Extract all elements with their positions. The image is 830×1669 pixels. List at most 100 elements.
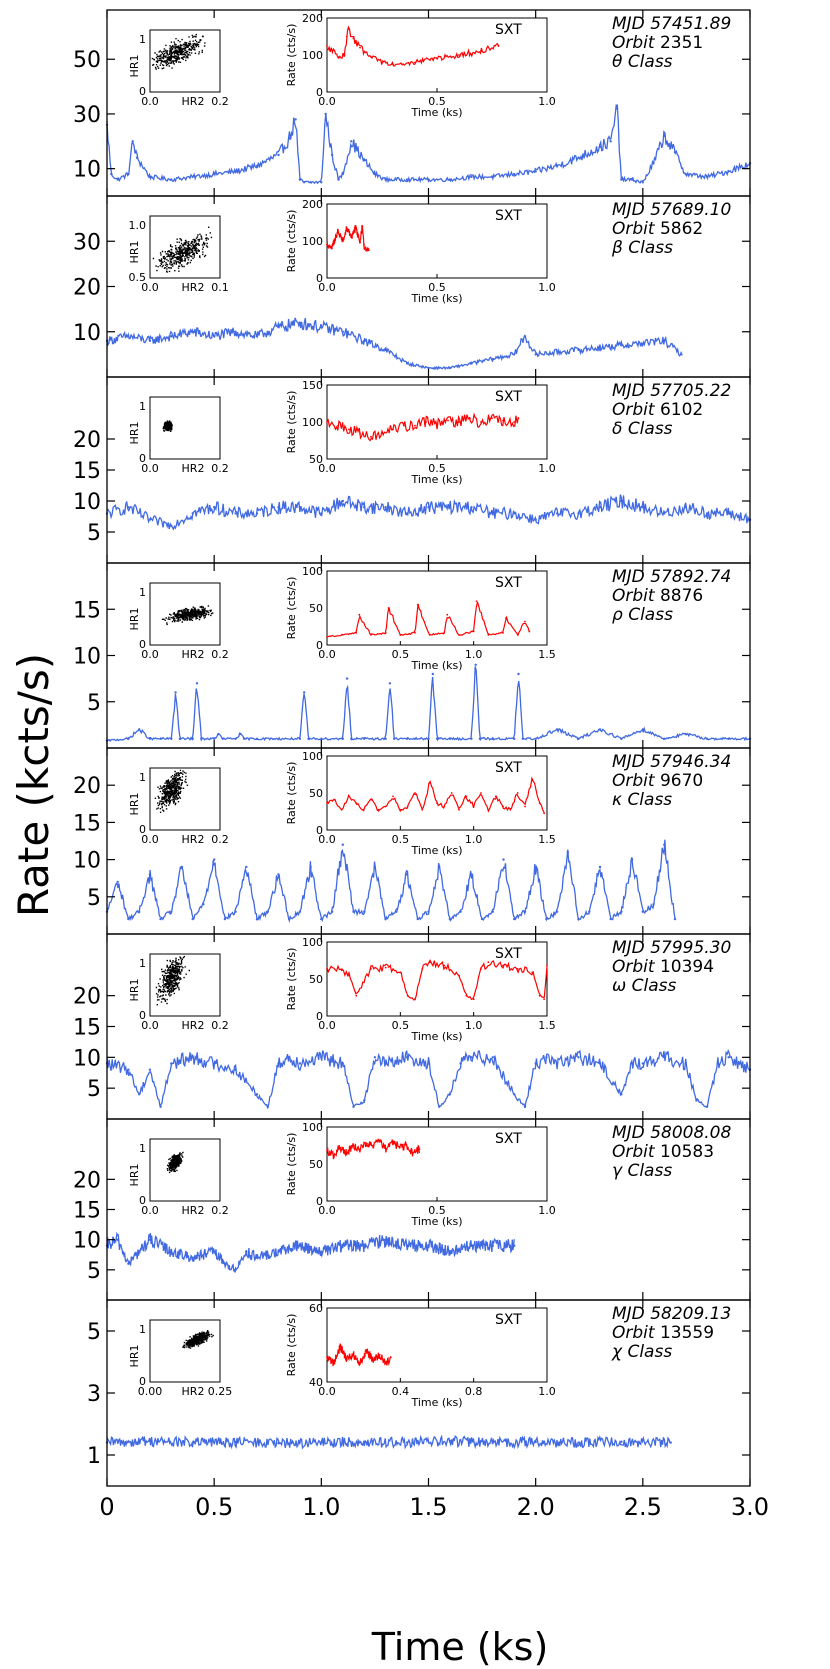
sxt-x-tick-label: 0.5 (392, 833, 410, 846)
lightcurve-point (363, 506, 366, 509)
hr-x-tick-label: 0.0 (141, 95, 159, 108)
lightcurve-point (384, 917, 387, 921)
hr-x-label: HR2 (182, 833, 205, 846)
class-symbol: γ (612, 1161, 627, 1181)
sxt-point (458, 808, 460, 811)
lightcurve-point (363, 339, 366, 342)
orbit-value: 6102 (660, 400, 703, 420)
sxt-point (414, 998, 416, 1001)
y-tick-label: 15 (73, 1016, 101, 1041)
sxt-point (531, 971, 534, 974)
x-tick-label: 2.5 (624, 1493, 662, 1521)
hr-frame (149, 1138, 221, 1202)
sxt-point (348, 428, 350, 431)
sxt-point (389, 1356, 392, 1359)
lightcurve-point (663, 512, 666, 515)
class-annotation: κ Class (612, 790, 672, 810)
orbit-annotation: Orbit 6102 (612, 400, 703, 420)
sxt-point (385, 1362, 388, 1365)
sxt-y-tick-label: 0 (316, 639, 323, 652)
sxt-x-tick-label: 0.0 (318, 1385, 336, 1398)
sxt-point (359, 432, 361, 434)
hr-y-tick-label: 1 (139, 33, 146, 46)
hr-scatter (152, 226, 213, 273)
sxt-point (538, 994, 541, 997)
lightcurve-point (523, 335, 527, 338)
hr-y-tick-label: 1 (139, 771, 146, 784)
lightcurve-point (213, 1062, 216, 1065)
lightcurve-point (388, 682, 392, 685)
sxt-point (334, 236, 337, 239)
class-annotation: θ Class (612, 52, 673, 72)
lightcurve-point (127, 335, 130, 338)
hr-y-label: HR1 (128, 608, 141, 631)
lightcurve-point (513, 1093, 516, 1096)
sxt-point (392, 1142, 394, 1145)
lightcurve-point (620, 1093, 623, 1096)
hr-x-tick-label: 0.2 (211, 833, 229, 846)
orbit-label: Orbit (612, 771, 660, 791)
sxt-point (352, 1354, 355, 1356)
lightcurve-point (298, 321, 302, 324)
hr-y-tick-label: 1 (139, 1323, 146, 1336)
class-annotation: δ Class (612, 419, 673, 439)
x-tick-label: 1.0 (302, 1493, 340, 1521)
sxt-point (480, 50, 482, 53)
lightcurve-point (116, 1238, 119, 1241)
lightcurve-point (213, 858, 216, 861)
class-word: Class (627, 790, 672, 810)
sxt-point (358, 613, 361, 616)
mjd-value: 58209.13 (650, 1304, 731, 1324)
lightcurve-point (352, 1105, 355, 1108)
orbit-annotation: Orbit 10394 (612, 957, 714, 977)
lightcurve-point (352, 910, 355, 913)
lightcurve-point (234, 910, 237, 913)
lightcurve-point (523, 1105, 527, 1108)
lightcurve-point (303, 181, 306, 184)
sxt-point (405, 1144, 408, 1147)
lightcurve-point (491, 175, 494, 179)
lightcurve-point (673, 151, 677, 154)
sxt-point (326, 44, 328, 47)
lightcurve-point (178, 737, 182, 740)
sxt-point (365, 1350, 368, 1353)
lightcurve-point (341, 1244, 344, 1247)
lightcurve-line (106, 1434, 672, 1450)
mjd-label: MJD (612, 752, 650, 772)
lightcurve-point (341, 499, 344, 503)
orbit-annotation: Orbit 8876 (612, 586, 703, 606)
sxt-x-tick-label: 0.0 (318, 648, 336, 661)
y-tick-label: 20 (73, 276, 101, 301)
lightcurve-point (148, 1439, 152, 1443)
lightcurve-point (320, 512, 323, 515)
sxt-point (348, 974, 350, 977)
lightcurve-point (234, 1268, 237, 1272)
sxt-frame (326, 755, 548, 831)
lightcurve-point (435, 737, 439, 740)
sxt-point (418, 1148, 421, 1151)
sxt-x-tick-label: 0.0 (318, 95, 336, 108)
lightcurve-point (148, 737, 152, 740)
class-symbol: δ (612, 419, 628, 439)
class-symbol: β (611, 238, 628, 258)
sxt-point (399, 808, 402, 811)
lightcurve-point (213, 335, 216, 338)
lightcurve-point (598, 728, 602, 731)
lightcurve-point (652, 903, 655, 906)
mjd-label: MJD (612, 938, 650, 958)
sxt-point (414, 792, 416, 794)
sxt-point (436, 57, 438, 60)
x-tick-label: 2.0 (517, 1493, 555, 1521)
lightcurve-point (350, 737, 353, 740)
lightcurve-point (138, 1250, 141, 1253)
lightcurve-point (298, 1244, 302, 1247)
lightcurve-point (384, 506, 387, 509)
lightcurve-point (577, 348, 580, 352)
orbit-value: 10583 (660, 1142, 714, 1162)
hr-x-tick-label: 0.2 (211, 462, 229, 475)
lightcurve-point (630, 858, 634, 861)
hr-scatter (151, 33, 206, 70)
sxt-point (465, 994, 468, 997)
y-tick-label: 15 (73, 459, 101, 484)
lightcurve-point (491, 1244, 494, 1247)
